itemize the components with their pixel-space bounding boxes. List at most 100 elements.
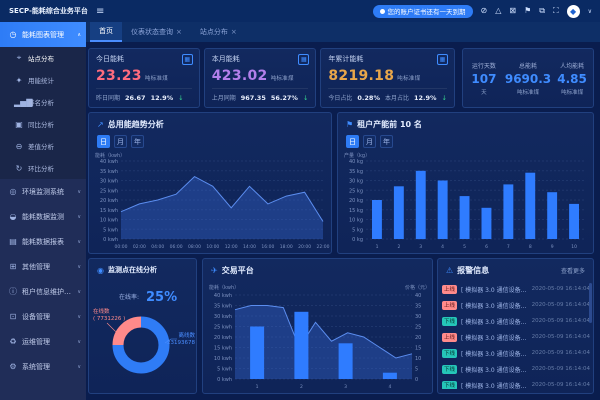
alarm-row[interactable]: 下线[ 模拟器 3.0 通信设备 | 模拟器 3.0 通信设备 ]2020-05… [442, 377, 590, 389]
svg-text:5: 5 [463, 244, 466, 250]
sidebar-item[interactable]: ▣ 同比分析 [0, 113, 86, 135]
stat-card: 本月能耗 ▦ 423.02 吨标准煤 上月同期 967.35 56.27% ↓ [203, 48, 317, 108]
stat-footer-value: 0.28% [357, 94, 380, 102]
sidebar-group-label: 系统管理 [22, 362, 50, 371]
sidebar-item[interactable]: ▂▅▇ 排名分析 [0, 91, 86, 113]
svg-text:能耗（kwh）: 能耗（kwh） [95, 152, 125, 159]
sidebar-group-label: 能耗数据监测 [22, 212, 64, 221]
other-icon: ⊞ [9, 262, 17, 271]
sidebar-group[interactable]: ⊡ 设备管理 ∨ [0, 304, 86, 329]
trend-chart[interactable]: 0 kwh 5 kwh 10 kwh 15 kwh 20 kwh 25 kwh 30 kwh… [91, 149, 331, 251]
chevron-down-icon[interactable]: ∨ [587, 7, 592, 15]
alarm-row[interactable]: 上线[ 模拟器 3.0 通信设备 | 模拟器 3.0 通信设备 ]2020-05… [442, 297, 590, 313]
sidebar-item[interactable]: ↻ 环比分析 [0, 157, 86, 179]
svg-text:6: 6 [485, 244, 488, 250]
stat-footer: 上月同期 967.35 56.27% ↓ [212, 93, 309, 102]
alarm-timestamp: 2020-05-09 16:14:04 [531, 350, 590, 356]
svg-text:35 kg: 35 kg [349, 169, 363, 175]
period-tab[interactable]: 月 [114, 135, 127, 148]
svg-text:( 7731226 ): ( 7731226 ) [93, 316, 125, 322]
sidebar-group[interactable]: ◎ 环境监测系统 ∨ [0, 179, 86, 204]
calendar-icon[interactable]: ▦ [437, 54, 448, 65]
alarm-timestamp: 2020-05-09 16:14:04 [531, 334, 590, 340]
alarm-timestamp: 2020-05-09 16:14:04 [531, 366, 590, 372]
stat-footer-label: 本月占比 [384, 95, 409, 102]
svg-text:30 kg: 30 kg [349, 179, 363, 185]
ranking-icon: ▂▅▇ [14, 97, 33, 107]
svg-text:06:00: 06:00 [170, 244, 183, 250]
lock-icon[interactable]: ⊠ [509, 6, 517, 15]
svg-text:2: 2 [397, 244, 400, 250]
fullscreen-icon[interactable]: ⛶ [552, 6, 559, 15]
tab-3[interactable]: 站点分布 × [191, 22, 246, 42]
shield-icon[interactable]: ⊘ [480, 6, 488, 15]
sidebar-item[interactable]: ⊖ 差值分析 [0, 135, 86, 157]
sidebar-group[interactable]: ♻ 运维管理 ∨ [0, 329, 86, 354]
license-notice-pill[interactable]: 您的账户证书还有一天到期 [372, 4, 473, 18]
alarm-row[interactable]: 下线[ 模拟器 3.0 通信设备 | 模拟器 3.0 通信设备 ]2020-05… [442, 313, 590, 329]
svg-text:2: 2 [300, 384, 303, 390]
chevron-down-icon: ∨ [77, 338, 81, 345]
svg-text:35 kwh: 35 kwh [100, 169, 118, 175]
sidebar-group[interactable]: ⓘ 租户信息维护管理 ∨ [0, 279, 86, 304]
clock-icon: ◷ [9, 30, 17, 39]
alarm-row[interactable]: 下线[ 模拟器 3.0 通信设备 | 模拟器 3.0 通信设备 ]2020-05… [442, 345, 590, 361]
calendar-icon[interactable]: ▦ [298, 54, 310, 65]
chevron-down-icon: ∨ [77, 188, 81, 195]
top10-chart[interactable]: 0 kg 5 kg 10 kg 15 kg 20 kg 25 kg 30 kg 35 kg 40… [340, 149, 593, 251]
warning-icon[interactable]: △ [495, 6, 502, 15]
trophy-icon[interactable]: ⚑ [524, 6, 532, 15]
svg-text:离线数: 离线数 [178, 331, 195, 339]
sidebar-item[interactable]: ✦ 用能统计 [0, 69, 86, 91]
sidebar-group[interactable]: ⊞ 其他管理 ∨ [0, 254, 86, 279]
svg-text:10: 10 [415, 356, 421, 362]
svg-text:40 kg: 40 kg [349, 159, 363, 165]
layers-icon[interactable]: ⧉ [539, 6, 545, 15]
alarm-row[interactable]: 上线[ 模拟器 3.0 通信设备 | 模拟器 3.0 通信设备 ]2020-05… [442, 281, 590, 297]
sidebar-group[interactable]: ◷ 能耗图表管理 ∧ [0, 22, 86, 47]
alarm-message: [ 模拟器 3.0 通信设备 | 模拟器 3.0 通信设备 ] [461, 350, 528, 358]
svg-text:00:00: 00:00 [115, 244, 128, 250]
sidebar-group[interactable]: ◒ 能耗数据监测 ∨ [0, 204, 86, 229]
stat-footer-label: 上月同期 [211, 95, 236, 102]
tab-label: 站点分布 [199, 28, 228, 36]
alarm-timestamp: 2020-05-09 16:14:04 [531, 382, 590, 388]
menu-collapse-icon[interactable]: ≡ [96, 5, 105, 17]
sidebar-group-label: 其他管理 [22, 262, 50, 271]
summary-column: 运行天数 107 天 [463, 61, 505, 96]
trade-title: 交易平台 [221, 266, 254, 275]
calendar-icon[interactable]: ▦ [181, 54, 193, 65]
sidebar-group[interactable]: ⚙ 系统管理 ∨ [0, 354, 86, 379]
svg-text:15 kwh: 15 kwh [214, 346, 232, 352]
period-tab[interactable]: 日 [346, 135, 359, 148]
sidebar-group-label: 运维管理 [22, 337, 50, 346]
view-more-link[interactable]: 查看更多 [560, 268, 585, 275]
avatar[interactable]: ◆ [566, 4, 580, 18]
svg-text:02:00: 02:00 [133, 244, 146, 250]
alarm-message: [ 模拟器 3.0 通信设备 | 模拟器 3.0 通信设备 ] [461, 382, 528, 390]
alarm-message: [ 模拟器 3.0 通信设备 | 模拟器 3.0 通信设备 ] [461, 286, 528, 294]
alarm-timestamp: 2020-05-09 16:14:04 [531, 318, 590, 324]
stat-card: 今日能耗 ▦ 23.23 吨标准煤 昨日同期 26.67 12.9% ↓ [88, 48, 200, 108]
period-tab[interactable]: 年 [131, 135, 144, 148]
period-tab[interactable]: 年 [380, 135, 393, 148]
svg-text:5 kwh: 5 kwh [103, 227, 118, 233]
trade-chart[interactable]: 0 kwh 0 5 kwh 5 10 kwh 10 15 kwh 15 20 kwh 20 25 k… [205, 281, 432, 391]
alarm-row[interactable]: 下线[ 模拟器 3.0 通信设备 | 模拟器 3.0 通信设备 ]2020-05… [442, 361, 590, 377]
info-icon: ⓘ [9, 287, 17, 296]
divider [96, 88, 192, 89]
svg-text:20 kwh: 20 kwh [100, 198, 118, 204]
close-icon[interactable]: × [176, 28, 182, 36]
period-tab[interactable]: 日 [97, 135, 110, 148]
alarm-scrollbar[interactable] [589, 283, 592, 323]
alarm-row[interactable]: 上线[ 模拟器 3.0 通信设备 | 模拟器 3.0 通信设备 ]2020-05… [442, 329, 590, 345]
svg-text:0 kwh: 0 kwh [103, 237, 118, 243]
stat-value: 23.23 吨标准煤 [96, 68, 168, 84]
period-tab[interactable]: 月 [363, 135, 376, 148]
sidebar-item[interactable]: ⌖ 站点分布 [0, 47, 86, 69]
tab-1[interactable]: 首页 [90, 22, 122, 42]
tab-2[interactable]: 仪表状态查询 × [122, 22, 191, 42]
close-icon[interactable]: × [230, 28, 237, 36]
sidebar-group[interactable]: ▤ 能耗数据报表 ∨ [0, 229, 86, 254]
